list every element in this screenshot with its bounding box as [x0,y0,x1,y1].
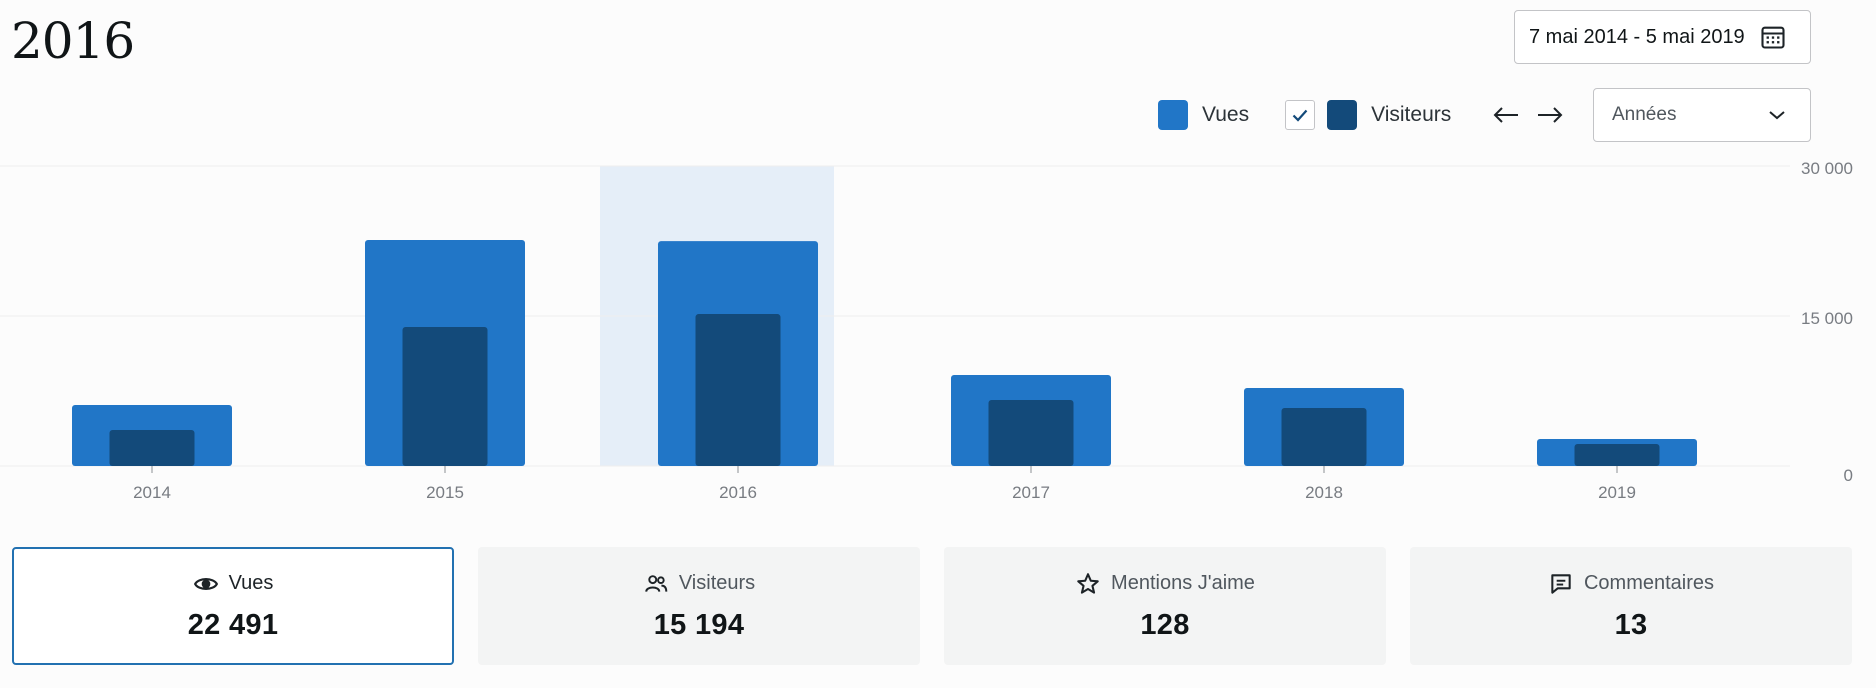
views-swatch [1158,100,1188,130]
y-tick-label: 0 [1844,466,1853,485]
stat-header: Mentions J'aime [1075,571,1255,597]
date-range-button[interactable]: 7 mai 2014 - 5 mai 2019 [1514,10,1811,64]
checkmark-icon [1292,109,1308,122]
bar-visitors-2014 [109,430,195,466]
bar-visitors-2015 [402,327,488,466]
visitors-swatch [1327,100,1358,130]
stat-card-comments[interactable]: Commentaires 13 [1410,547,1852,665]
stat-card-likes[interactable]: Mentions J'aime 128 [944,547,1386,665]
comment-icon [1551,573,1571,594]
x-tick-label: 2017 [1012,483,1050,502]
arrow-right-icon [1538,107,1563,123]
period-navigation [1489,98,1567,132]
calendar-icon [1761,26,1785,49]
period-title: 2016 [11,12,135,70]
y-tick-label: 15 000 [1801,309,1853,328]
stat-card-views[interactable]: Vues 22 491 [12,547,454,665]
legend-views-label: Vues [1202,103,1250,126]
stat-value: 128 [1140,608,1190,641]
people-icon [645,574,668,592]
x-tick-label: 2016 [719,483,757,502]
previous-period-button[interactable] [1489,98,1523,132]
bar-visitors-2018 [1281,408,1367,466]
stat-card-visitors[interactable]: Visiteurs 15 194 [478,547,920,665]
stat-value: 15 194 [653,608,745,641]
bar-visitors-2019 [1574,444,1660,466]
x-tick-label: 2014 [133,483,171,502]
x-tick-label: 2019 [1598,483,1636,502]
interval-select-value: Années [1612,104,1677,125]
next-period-button[interactable] [1533,98,1567,132]
bar-visitors-2017 [988,400,1074,466]
legend-item-visitors: Visiteurs [1327,100,1451,130]
interval-select[interactable]: Années [1593,88,1811,142]
y-tick-label: 30 000 [1801,160,1853,178]
star-icon [1077,572,1099,594]
arrow-left-icon [1493,107,1519,123]
chevron-down-icon [1769,111,1785,120]
stat-value: 22 491 [187,608,279,641]
bar-visitors-2016 [695,314,781,466]
stat-label: Visiteurs [678,572,756,594]
bar-chart: 0 15 000 30 000 2014 2015 2016 2017 2018 2019 [0,160,1853,502]
stat-header: Visiteurs [643,571,755,597]
x-tick-label: 2015 [426,483,464,502]
legend-item-views: Vues [1158,100,1249,130]
stats-tabs: Vues 22 491 Visiteurs 15 194 Mentions J'aime… [12,547,1852,665]
legend-visitors-label: Visiteurs [1371,103,1452,126]
chart-legend: Vues Visiteurs [1158,98,1567,132]
visitors-checkbox[interactable] [1285,100,1316,130]
x-tick-label: 2018 [1305,483,1343,502]
stat-label: Commentaires [1583,572,1715,594]
stat-label: Vues [228,572,274,594]
stat-value: 13 [1614,608,1648,641]
eye-icon [193,577,218,590]
stat-header: Commentaires [1548,571,1714,597]
date-range-label: 7 mai 2014 - 5 mai 2019 [1529,25,1745,48]
stat-header: Vues [193,571,274,597]
stat-label: Mentions J'aime [1111,572,1255,594]
